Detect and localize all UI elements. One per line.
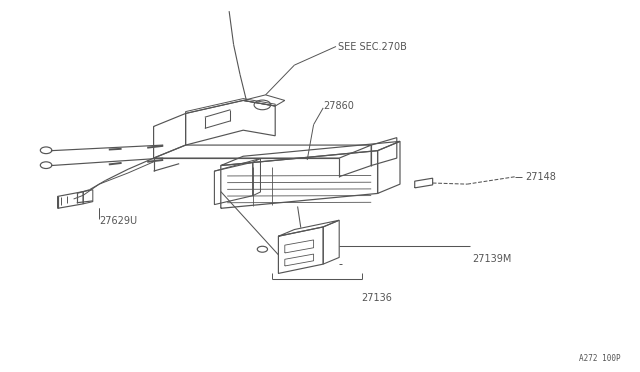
Text: A272 100P: A272 100P <box>579 354 621 363</box>
Text: 27136: 27136 <box>362 293 392 302</box>
Text: 27629U: 27629U <box>99 217 138 226</box>
Text: 27139M: 27139M <box>472 254 512 263</box>
Text: SEE SEC.270B: SEE SEC.270B <box>338 42 407 51</box>
Text: 27860: 27860 <box>323 101 354 111</box>
Text: 27148: 27148 <box>525 172 556 182</box>
